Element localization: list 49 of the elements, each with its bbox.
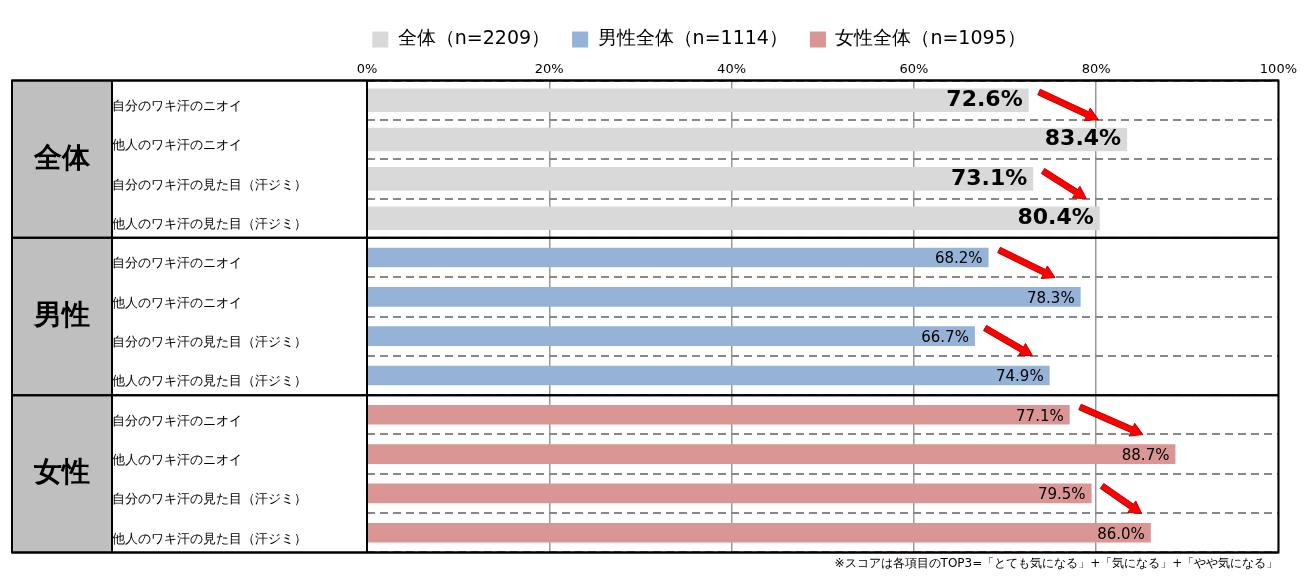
data-label: 77.1% — [1016, 406, 1064, 425]
text: ※スコアは各項目のTOP3=「とても気になる」+「気になる」+「やや気になる」 — [834, 556, 1279, 571]
x-tick-label: 0% — [356, 61, 378, 77]
y-tick-label: 他人のワキ汗のニオイ — [112, 294, 242, 310]
data-label: 79.5% — [1037, 485, 1086, 504]
y-tick-label: 他人のワキ汗のニオイ — [112, 451, 242, 467]
data-label: 74.9% — [996, 367, 1044, 386]
bar — [367, 127, 1128, 152]
y-tick-label: 自分のワキ汗の見た目（汗ジミ） — [112, 334, 307, 350]
data-label: 78.3% — [1026, 288, 1075, 307]
legend-label: 女性全体（n=1095） — [835, 26, 1026, 49]
bar — [367, 522, 1151, 543]
data-label: 73.1% — [950, 164, 1028, 190]
bar — [367, 444, 1176, 464]
data-label: 86.0% — [1097, 524, 1145, 543]
bar — [367, 365, 1050, 386]
legend-label: 全体（n=2209） — [397, 26, 551, 49]
bar — [367, 287, 1081, 307]
y-tick-label: 他人のワキ汗のニオイ — [112, 137, 242, 153]
y-tick-label: 他人のワキ汗の見た目（汗ジミ） — [112, 373, 307, 389]
y-tick-label: 自分のワキ汗のニオイ — [112, 412, 242, 428]
y-tick-label: 他人のワキ汗の見た目（汗ジミ） — [112, 216, 307, 232]
bar — [367, 404, 1070, 425]
y-tick-label: 自分のワキ汗のニオイ — [112, 98, 242, 114]
bar — [367, 326, 975, 346]
x-tick-label: 100% — [1259, 61, 1297, 77]
x-tick-label: 80% — [1081, 61, 1111, 77]
y-tick-label: 他人のワキ汗の見た目（汗ジミ） — [112, 530, 307, 546]
y-tick-label: 自分のワキ汗の見た目（汗ジミ） — [112, 176, 307, 192]
bar — [367, 167, 1034, 191]
text: 男性 — [33, 297, 90, 331]
bar — [367, 247, 989, 268]
x-tick-label: 20% — [534, 61, 564, 77]
bar — [367, 483, 1092, 504]
text: 全体 — [33, 140, 91, 174]
text: 女性 — [33, 455, 90, 489]
y-tick-label: 自分のワキ汗の見た目（汗ジミ） — [112, 491, 307, 507]
data-label: 68.2% — [934, 249, 983, 268]
data-label: 80.4% — [1017, 203, 1094, 229]
bar — [367, 88, 1029, 113]
bar — [367, 206, 1100, 230]
x-tick-label: 40% — [717, 61, 747, 77]
data-label: 66.7% — [921, 328, 969, 347]
data-label: 88.7% — [1121, 446, 1170, 464]
y-tick-label: 自分のワキ汗のニオイ — [112, 255, 242, 271]
x-tick-label: 60% — [899, 61, 929, 77]
data-label: 72.6% — [946, 85, 1023, 111]
legend-label: 男性全体（n=1114） — [597, 26, 788, 49]
data-label: 83.4% — [1044, 125, 1122, 151]
